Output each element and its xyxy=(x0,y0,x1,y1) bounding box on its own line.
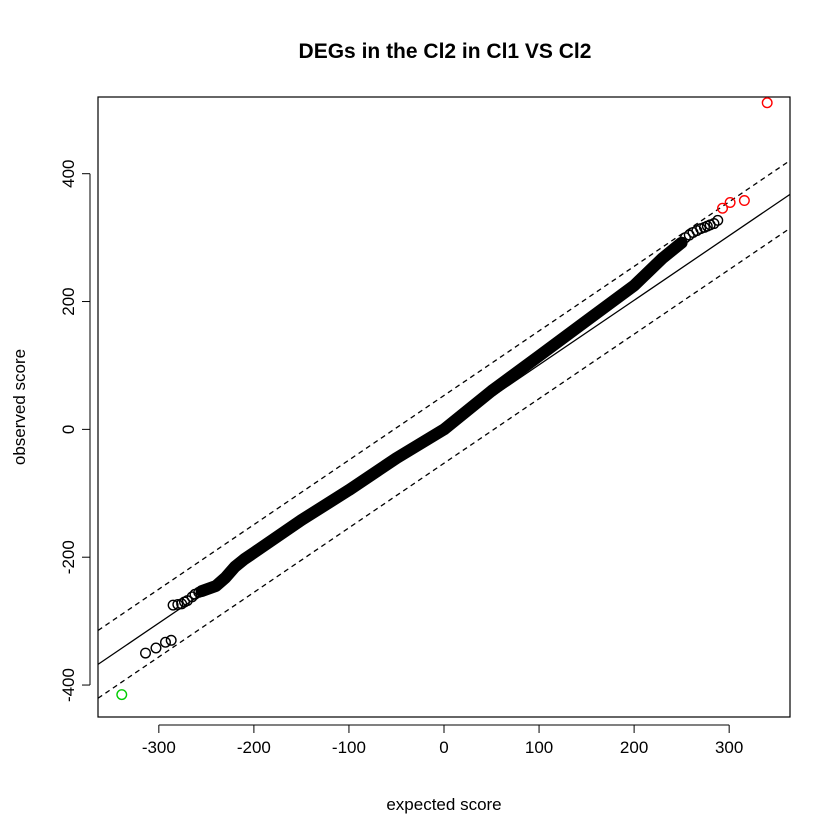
data-points xyxy=(116,97,773,701)
data-point xyxy=(724,196,736,208)
y-tick-label: -200 xyxy=(59,540,78,574)
y-tick-label: 200 xyxy=(59,287,78,315)
data-point xyxy=(172,599,184,611)
data-point xyxy=(159,636,171,648)
dense-point-band xyxy=(195,236,688,598)
x-tick-label: -200 xyxy=(237,738,271,757)
y-axis: -400 -200 0 200 400 xyxy=(59,160,91,702)
y-tick-label: 0 xyxy=(59,425,78,434)
x-tick-label: 0 xyxy=(439,738,448,757)
x-tick-label: 300 xyxy=(715,738,743,757)
reference-line-2 xyxy=(98,227,790,699)
data-point xyxy=(167,599,179,611)
data-point xyxy=(140,647,152,659)
x-axis-label: expected score xyxy=(386,795,501,814)
x-tick-label: 200 xyxy=(620,738,648,757)
reference-line-1 xyxy=(98,159,790,632)
y-tick-label: 400 xyxy=(59,160,78,188)
chart-title: DEGs in the Cl2 in Cl1 VS Cl2 xyxy=(299,40,592,63)
x-axis: -300 -200 -100 0 100 200 300 xyxy=(142,724,743,757)
y-tick-label: -400 xyxy=(59,668,78,702)
x-tick-label: -300 xyxy=(142,738,176,757)
data-point xyxy=(679,232,691,244)
data-point xyxy=(150,642,162,654)
data-point xyxy=(165,634,177,646)
x-tick-label: 100 xyxy=(525,738,553,757)
data-point xyxy=(761,97,773,109)
dense-point-band-line xyxy=(195,236,688,598)
plot-frame xyxy=(97,96,791,718)
data-point xyxy=(176,598,188,610)
data-point xyxy=(738,195,750,207)
data-point xyxy=(197,585,209,597)
data-point xyxy=(717,202,729,214)
x-tick-label: -100 xyxy=(332,738,366,757)
data-point xyxy=(116,689,128,701)
y-axis-label: observed score xyxy=(10,349,29,465)
